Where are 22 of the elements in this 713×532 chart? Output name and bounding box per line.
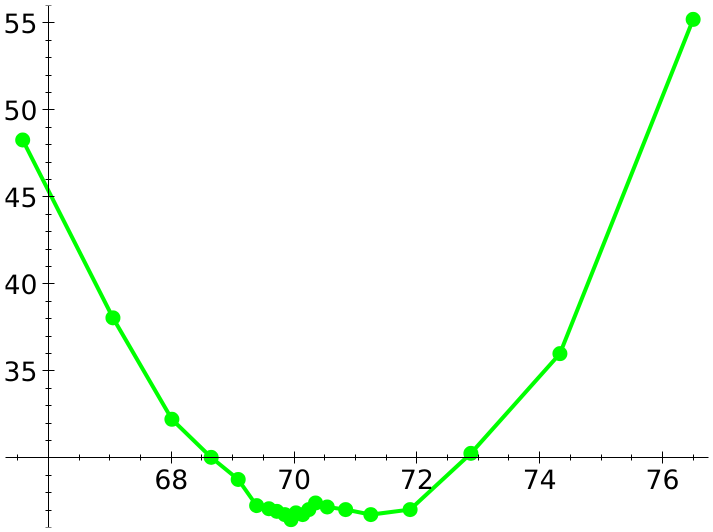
x-tick-label: 72: [400, 464, 434, 496]
point: [15, 132, 30, 148]
y-tick-label: 35: [4, 356, 38, 388]
point: [686, 12, 701, 27]
point: [249, 498, 264, 514]
point: [204, 450, 219, 465]
point: [463, 446, 478, 461]
point: [363, 507, 378, 522]
point: [338, 502, 354, 518]
x-tick-label: 68: [154, 464, 188, 496]
point: [402, 502, 418, 518]
point: [308, 495, 324, 510]
x-tick-label: 76: [645, 464, 680, 496]
y-tick-label: 55: [4, 8, 38, 40]
y-tick-label: 50: [4, 96, 38, 127]
point: [105, 310, 120, 326]
x-tick-label: 74: [522, 464, 557, 496]
point: [164, 412, 180, 427]
point: [230, 472, 246, 487]
point: [552, 346, 568, 362]
x-tick-label: 70: [277, 464, 312, 496]
point: [320, 499, 335, 514]
